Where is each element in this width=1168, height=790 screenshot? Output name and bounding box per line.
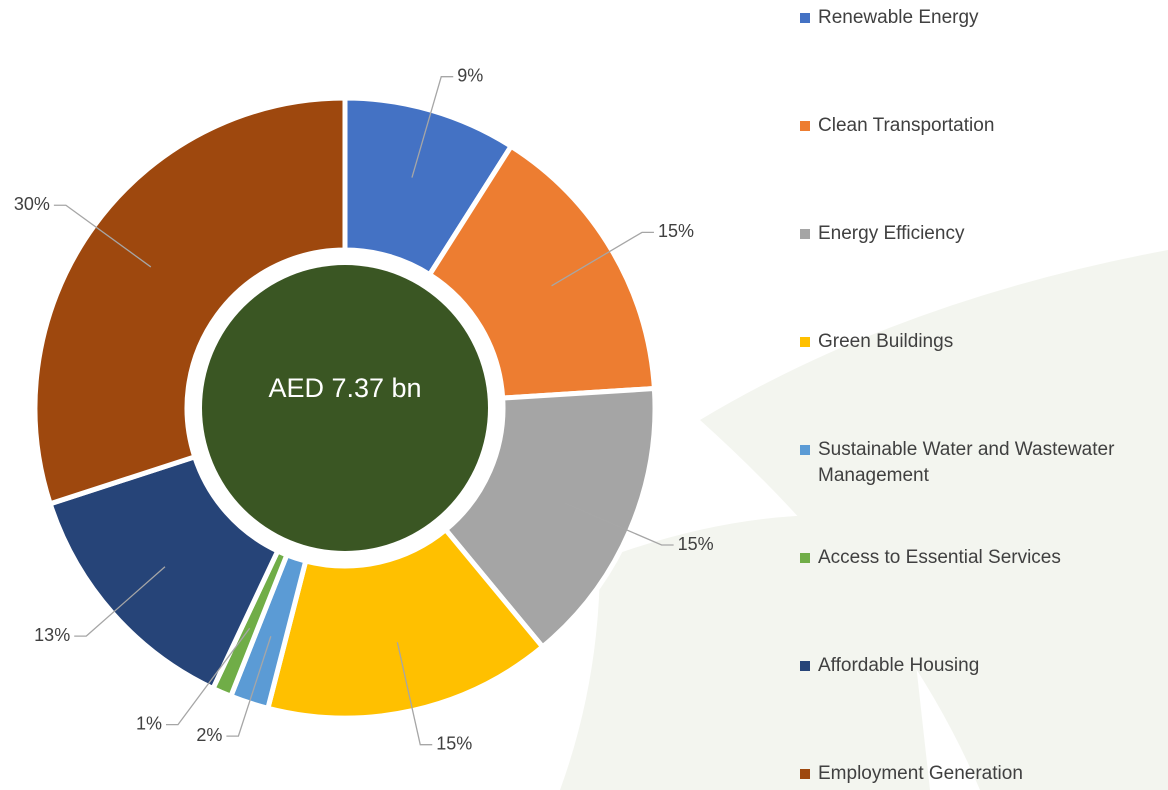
donut-slice: [32, 95, 348, 507]
legend-item: Affordable Housing: [796, 653, 1156, 679]
legend-item: Green Buildings: [796, 329, 1156, 355]
value-label: 2%: [196, 725, 222, 745]
legend-swatch: [800, 553, 810, 563]
value-label: 9%: [457, 65, 483, 85]
leader-line: [565, 502, 674, 546]
legend-item: Employment Generation: [796, 761, 1156, 787]
legend-label: Affordable Housing: [818, 655, 980, 676]
donut-slice: [426, 142, 658, 401]
legend-label: Clean Transportation: [818, 115, 995, 136]
legend-label: Employment Generation: [818, 763, 1023, 784]
legend-swatch: [800, 661, 810, 671]
legend-label: Access to Essential Services: [818, 547, 1061, 568]
legend-label: Sustainable Water and Wastewater Managem…: [818, 439, 1115, 486]
value-label: 13%: [34, 625, 70, 645]
slices: [32, 95, 658, 721]
legend-swatch: [800, 769, 810, 779]
leader-line: [74, 566, 166, 637]
value-label: 15%: [658, 221, 694, 241]
legend-label: Renewable Energy: [818, 7, 979, 28]
leader-line: [551, 231, 654, 287]
legend-item: Energy Efficiency: [796, 221, 1156, 247]
donut-slice: [264, 526, 547, 721]
legend-label: Green Buildings: [818, 331, 954, 352]
legend-item: Clean Transportation: [796, 113, 1156, 139]
watermark: [560, 250, 1168, 790]
value-labels: 9% 15% 15% 15% 2% 1% 13% 30%: [14, 65, 714, 753]
value-label: 15%: [678, 534, 714, 554]
legend-swatch: [800, 229, 810, 239]
legend-swatch: [800, 337, 810, 347]
value-label: 1%: [136, 713, 162, 733]
legend-swatch: [800, 121, 810, 131]
legend-item: Access to Essential Services: [796, 545, 1156, 571]
leader-line: [411, 76, 454, 178]
donut-slice: [442, 385, 658, 651]
value-label: 30%: [14, 194, 50, 214]
center-label: AED 7.37 bn: [268, 373, 421, 403]
leader-line: [396, 642, 433, 746]
value-label: 15%: [436, 733, 472, 753]
leader-line: [226, 636, 272, 737]
legend-swatch: [800, 13, 810, 23]
legend-label: Energy Efficiency: [818, 223, 965, 244]
leader-line: [53, 204, 152, 268]
leader-line: [165, 627, 251, 726]
legend-item: Sustainable Water and Wastewater Managem…: [796, 437, 1156, 489]
legend-item: Renewable Energy: [796, 5, 1156, 31]
legend-swatch: [800, 445, 810, 455]
center-circle: [202, 265, 488, 551]
donut-slice: [47, 453, 282, 692]
